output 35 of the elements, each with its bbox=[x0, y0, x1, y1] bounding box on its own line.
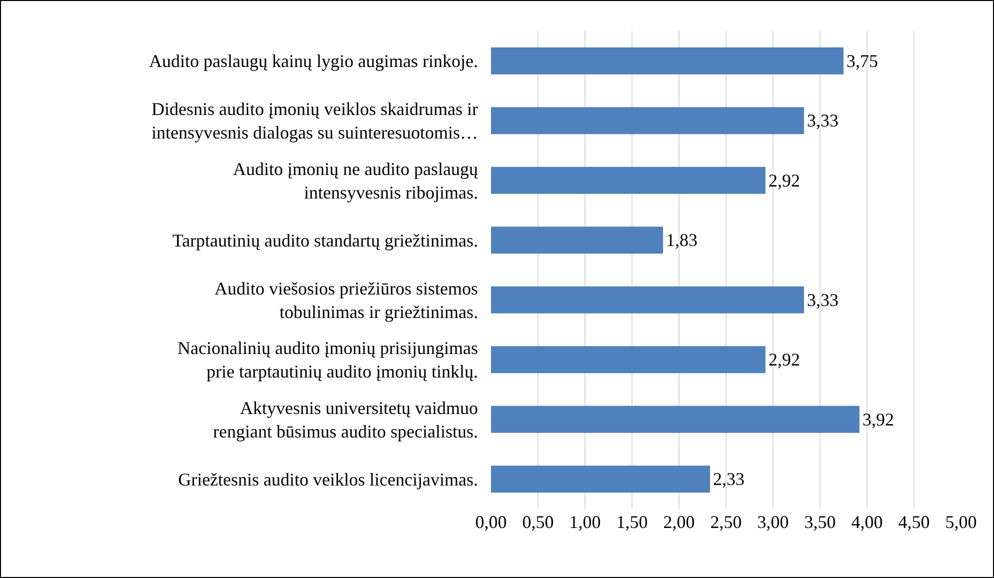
x-tick-label: 4,50 bbox=[898, 512, 930, 532]
bar bbox=[491, 47, 844, 74]
bar bbox=[491, 166, 766, 194]
data-label: 3,33 bbox=[807, 290, 839, 310]
x-tick-label: 5,00 bbox=[945, 512, 977, 532]
data-label: 3,33 bbox=[807, 110, 839, 131]
x-tick-label: 3,00 bbox=[757, 512, 789, 532]
data-label: 3,92 bbox=[862, 409, 894, 430]
y-tick-label: Nacionalinių audito įmonių prisijungimas prie tarptautinių audito įmonių tinklų. bbox=[178, 338, 478, 382]
y-tick-label: Aktyvesnis universitetų vaidmuo rengiant būsimus audito specialistus. bbox=[213, 398, 478, 442]
x-tick-label: 1,00 bbox=[569, 512, 601, 532]
x-tick-label: 2,50 bbox=[710, 512, 742, 532]
y-tick-label: Tarptautinių audito standartų griežtinimas. bbox=[172, 230, 478, 250]
data-label: 3,75 bbox=[846, 50, 878, 71]
bar bbox=[491, 107, 804, 134]
x-tick-label: 0,50 bbox=[522, 512, 554, 532]
data-label: 1,83 bbox=[666, 230, 698, 250]
y-tick-label: Audito įmonių ne audito paslaugų intensyvesnis ribojimas. bbox=[233, 158, 479, 202]
y-tick-label: Audito viešosios priežiūros sistemos tobulinimas ir griežtinimas. bbox=[214, 278, 478, 322]
bar bbox=[491, 466, 710, 493]
bar bbox=[491, 346, 766, 374]
bar bbox=[491, 226, 664, 254]
x-tick-label: 3,50 bbox=[804, 512, 836, 532]
x-tick-label: 0,00 bbox=[475, 512, 507, 532]
data-label: 2,33 bbox=[713, 469, 745, 490]
x-tick-label: 1,50 bbox=[616, 512, 648, 532]
y-tick-label: Didesnis audito įmonių veiklos skaidrumas ir intensyvesnis dialogas su suinteresuotomis… bbox=[152, 99, 478, 143]
x-tick-label: 2,00 bbox=[663, 512, 695, 532]
data-label: 2,92 bbox=[768, 170, 800, 190]
bar bbox=[491, 286, 804, 314]
y-tick-label: Audito paslaugų kainų lygio augimas rinkoje. bbox=[149, 51, 478, 72]
x-tick-label: 4,00 bbox=[851, 512, 883, 532]
bar bbox=[491, 406, 860, 433]
y-tick-label: Griežtesnis audito veiklos licencijavimas. bbox=[178, 469, 478, 490]
data-label: 2,92 bbox=[768, 350, 800, 370]
